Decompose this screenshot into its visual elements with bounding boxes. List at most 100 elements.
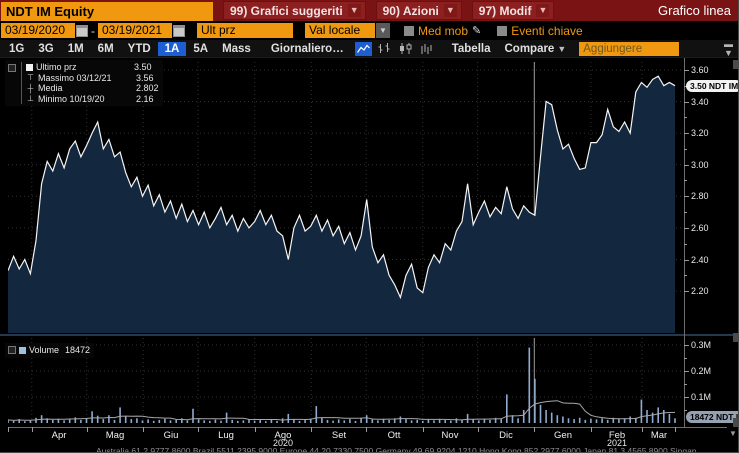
- key-events-toggle[interactable]: Eventi chiave: [497, 23, 583, 38]
- tick-mark: [8, 427, 9, 432]
- tick-mark: [198, 427, 199, 432]
- volume-legend-label: Volume: [29, 345, 60, 356]
- tick-mark: [534, 427, 535, 432]
- last-price-bubble: 3.50 NDT IM: [686, 80, 738, 92]
- chart-toolbar: 1G 3G 1M 6M YTD 1A 5A Mass Giornaliero… Tabella…: [0, 38, 738, 58]
- range-tab-1m[interactable]: 1M: [67, 42, 84, 55]
- month-label-gen: Gen: [554, 430, 572, 441]
- legend-label: Ultimo prz: [36, 62, 77, 73]
- range-tab-1a[interactable]: 1A: [157, 41, 187, 56]
- price-legend: Ultimo prz 3.50 ⊤ Massimo 03/12/21 3.56 ┼ Medi…: [5, 60, 163, 106]
- last-volume-bubble: 18472 NDT IM: [686, 411, 738, 423]
- volume-legend-value: 18472: [65, 345, 91, 356]
- mov-avg-label: Med mob: [418, 23, 469, 38]
- tick-mark: [684, 180, 687, 181]
- year-label-2020: 2020: [272, 438, 294, 448]
- compare-button[interactable]: Compare ▼: [497, 42, 573, 56]
- table-button[interactable]: Tabella: [451, 42, 491, 55]
- menu-actions[interactable]: 90) Azioni ▼: [375, 1, 462, 20]
- pane-grip[interactable]: [733, 333, 738, 342]
- ohlc-chart-icon[interactable]: [376, 42, 393, 56]
- y-axis-line: [684, 58, 685, 428]
- tick-mark: [684, 397, 689, 398]
- menu-bar: NDT IM Equity 99) Grafici suggeriti ▼ 90…: [0, 0, 738, 21]
- key-events-label: Eventi chiave: [511, 23, 583, 38]
- tick-mark: [684, 70, 689, 71]
- volume-tick-label: 0.1M: [691, 392, 712, 402]
- legend-value: 3.50: [134, 62, 152, 73]
- tick-mark: [478, 427, 479, 432]
- tick-mark: [143, 427, 144, 432]
- range-tab-6m[interactable]: 6M: [97, 42, 114, 55]
- month-label-ago: Ago: [274, 430, 292, 441]
- avg-marker-icon: ┼: [27, 83, 34, 93]
- tick-mark: [684, 410, 687, 411]
- add-security-input[interactable]: [579, 41, 680, 56]
- line-chart-icon[interactable]: [354, 41, 372, 56]
- tick-mark: [684, 358, 687, 359]
- tick-mark: [684, 260, 689, 261]
- tick-mark: [684, 275, 687, 276]
- security-field[interactable]: NDT IM Equity: [1, 1, 213, 21]
- panel-expand-icon[interactable]: ▬ ▼: [724, 38, 733, 58]
- tick-mark: [684, 165, 689, 166]
- date-to-field[interactable]: 03/19/2021: [98, 23, 172, 38]
- volume-tick-label: 0.2M: [691, 366, 712, 376]
- pane-grip[interactable]: [733, 418, 738, 427]
- pane-splitter[interactable]: [0, 334, 738, 336]
- range-tab-5a[interactable]: 5A: [193, 42, 209, 55]
- calendar-icon[interactable]: [76, 24, 88, 37]
- pane-grip[interactable]: [733, 60, 738, 69]
- menu-suggested-charts-label: 99) Grafici suggeriti: [230, 3, 343, 18]
- mov-avg-toggle[interactable]: Med mob ✎: [404, 24, 481, 38]
- legend-collapse-icon[interactable]: [8, 346, 16, 355]
- legend-row: ⊥ Minimo 10/19/20 2.16: [25, 94, 159, 105]
- chevron-down-icon: ▼: [443, 4, 457, 17]
- volume-chart[interactable]: [8, 338, 684, 423]
- chevron-down-icon: ▼: [536, 4, 550, 17]
- pencil-icon[interactable]: ✎: [472, 25, 482, 37]
- chevron-down-icon[interactable]: ▼: [376, 23, 390, 38]
- tick-mark: [366, 427, 367, 432]
- tick-mark: [684, 228, 689, 229]
- menu-actions-label: 90) Azioni: [382, 3, 439, 18]
- period-dropdown[interactable]: Giornaliero…: [270, 42, 344, 55]
- month-label-giu: Giu: [163, 430, 179, 441]
- tick-mark: [684, 196, 689, 197]
- legend-value: 2.802: [136, 83, 159, 94]
- tick-mark: [684, 212, 687, 213]
- tick-mark: [684, 291, 689, 292]
- bar-chart-icon[interactable]: [418, 42, 435, 56]
- candlestick-chart-icon[interactable]: [397, 42, 414, 56]
- tick-mark: [32, 427, 33, 432]
- range-tab-3g[interactable]: 3G: [38, 42, 54, 55]
- menu-suggested-charts[interactable]: 99) Grafici suggeriti ▼: [223, 1, 366, 20]
- tick-mark: [684, 102, 689, 103]
- tick-mark: [591, 427, 592, 432]
- menu-edit[interactable]: 97) Modif ▼: [471, 1, 555, 20]
- tick-mark: [675, 427, 676, 432]
- month-label-ott: Ott: [387, 430, 401, 441]
- tick-mark: [684, 86, 687, 87]
- legend-row: ┼ Media 2.802: [25, 83, 159, 94]
- month-label-mag: Mag: [105, 430, 125, 441]
- page-title: Grafico linea: [658, 3, 731, 18]
- axis-expander-icon[interactable]: ▼: [729, 429, 737, 438]
- tick-mark: [684, 133, 689, 134]
- date-from-field[interactable]: 03/19/2020: [1, 23, 75, 38]
- checkbox-eventi-chiave[interactable]: [497, 25, 508, 36]
- checkbox-med-mob[interactable]: [404, 25, 414, 36]
- range-tab-ytd[interactable]: YTD: [127, 42, 151, 55]
- month-label-feb: Feb: [608, 430, 626, 441]
- range-tab-1g[interactable]: 1G: [9, 42, 25, 55]
- legend-collapse-icon[interactable]: [8, 64, 16, 72]
- tick-mark: [255, 427, 256, 432]
- price-tick-label: 2.40: [691, 255, 709, 265]
- range-tab-mass[interactable]: Mass: [222, 42, 251, 55]
- price-field-select[interactable]: Ult prz: [197, 23, 293, 38]
- tick-mark: [642, 427, 643, 432]
- currency-select[interactable]: Val locale: [305, 23, 375, 38]
- calendar-icon[interactable]: [173, 24, 185, 37]
- tick-mark: [684, 345, 689, 346]
- month-label-apr: Apr: [51, 430, 67, 441]
